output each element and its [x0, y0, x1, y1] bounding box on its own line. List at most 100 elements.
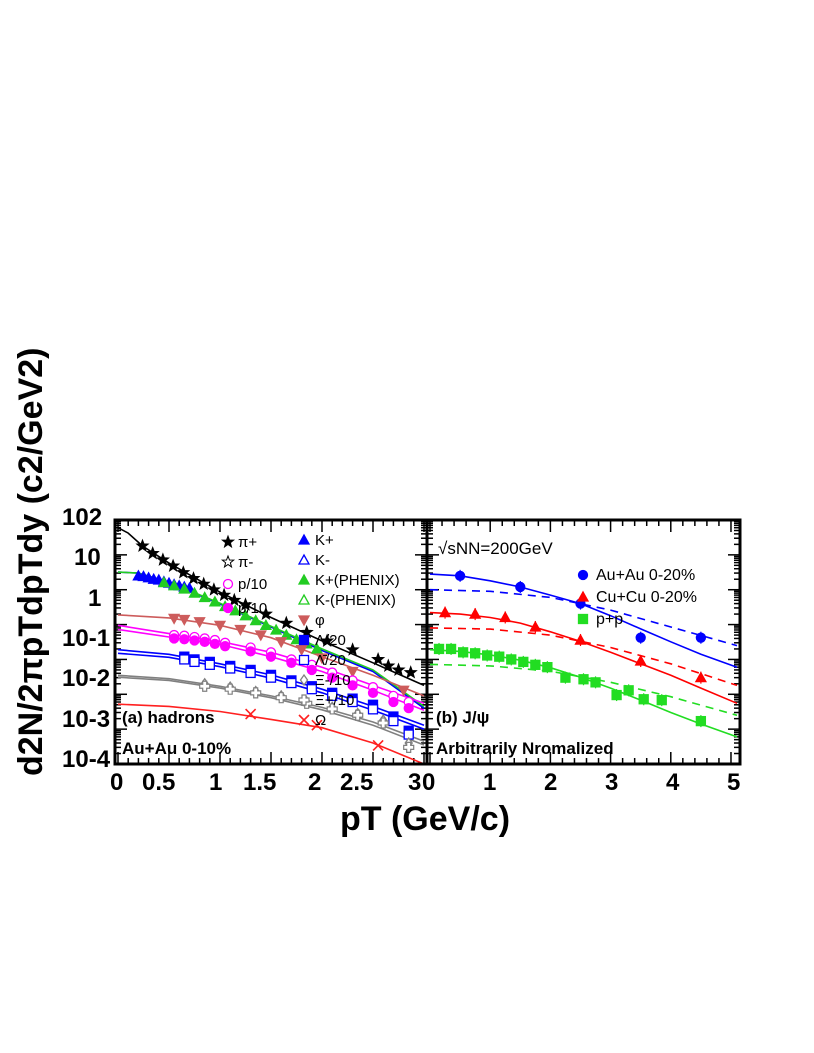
- circle-marker: [286, 657, 297, 668]
- data-point: [220, 534, 236, 549]
- x-tick-label: 0: [422, 769, 435, 796]
- star-marker: [227, 592, 242, 607]
- circle-marker: [168, 633, 180, 644]
- data-point: [204, 659, 215, 670]
- square-marker: [623, 685, 634, 696]
- data-point: [199, 636, 210, 647]
- square-marker: [179, 654, 190, 665]
- data-point: [298, 714, 310, 726]
- square-marker: [494, 651, 505, 662]
- data-point: [311, 719, 323, 731]
- data-point: [224, 683, 236, 695]
- data-point: [298, 654, 310, 666]
- data-point: [189, 635, 200, 646]
- square-marker: [457, 647, 469, 658]
- data-point: [388, 715, 399, 727]
- legend-label: Cu+Cu 0-20%: [596, 589, 697, 606]
- data-point: [297, 573, 311, 585]
- x-tick-label: 1.5: [243, 769, 276, 796]
- star-marker: [381, 658, 396, 672]
- legend-label: p/10: [238, 576, 267, 593]
- data-point: [275, 692, 287, 704]
- data-point: [367, 687, 379, 698]
- legend-label: Λ̄/20: [315, 652, 346, 669]
- data-point: [352, 709, 364, 721]
- triangle-marker: [694, 671, 707, 683]
- data-point: [280, 628, 293, 640]
- data-point: [469, 648, 481, 659]
- x-marker: [372, 739, 384, 752]
- square-marker: [518, 656, 529, 668]
- data-point: [234, 624, 247, 636]
- data-point: [327, 690, 338, 702]
- data-point: [391, 662, 406, 676]
- cross-marker: [224, 683, 236, 695]
- data-point: [320, 633, 335, 647]
- data-point: [299, 673, 309, 687]
- data-point: [577, 613, 589, 625]
- data-point: [275, 637, 288, 649]
- square-marker: [656, 694, 667, 706]
- data-point: [574, 633, 587, 645]
- legend-label: p+p: [596, 611, 623, 628]
- legend-label: Ξ+/10: [315, 692, 354, 709]
- circle-marker: [199, 636, 210, 647]
- triangle-marker: [297, 553, 311, 565]
- data-point: [295, 645, 308, 657]
- data-point: [199, 680, 211, 692]
- data-point: [403, 665, 418, 679]
- square-marker: [347, 696, 358, 708]
- data-point: [254, 630, 267, 642]
- y-tick-label: 102: [62, 504, 102, 531]
- data-point: [213, 620, 227, 632]
- data-point: [310, 642, 324, 654]
- x-tick-label: 1: [209, 769, 222, 796]
- data-point: [506, 654, 517, 665]
- square-marker: [189, 656, 200, 668]
- data-point: [208, 595, 222, 607]
- data-point: [238, 597, 253, 611]
- data-point: [286, 657, 297, 668]
- data-point: [279, 615, 294, 630]
- legend-label: K-: [315, 552, 330, 569]
- data-point: [469, 607, 482, 619]
- data-point: [245, 646, 256, 657]
- legend-label: Ξ-/10: [315, 672, 351, 689]
- fit-curve: [117, 526, 425, 687]
- data-point: [135, 538, 150, 552]
- data-point: [179, 654, 190, 665]
- system-label-b: Arbitrarily Nromalized: [436, 739, 614, 758]
- circle-marker: [577, 569, 589, 581]
- data-point: [145, 545, 160, 560]
- square-marker: [298, 634, 310, 646]
- cross-marker: [326, 703, 338, 715]
- x-marker: [298, 714, 310, 726]
- triangle-marker: [208, 595, 222, 607]
- star-marker: [391, 662, 406, 676]
- x-tick-labels-right: 0 1 2 3 4 5: [422, 769, 740, 796]
- x-tick-label: 2.5: [340, 769, 373, 796]
- triangle-down-marker: [397, 685, 410, 697]
- triangle-marker: [280, 628, 293, 640]
- triangle-down-marker: [167, 613, 181, 625]
- data-point: [217, 587, 232, 602]
- circle-marker: [635, 632, 646, 643]
- circle-marker: [367, 687, 379, 698]
- square-marker: [265, 672, 277, 683]
- data-point: [695, 632, 707, 643]
- data-point: [265, 672, 277, 683]
- star-marker: [217, 587, 232, 602]
- x-axis-title: pT (GeV/c): [340, 800, 510, 838]
- fit-curve: [429, 663, 738, 717]
- data-point: [327, 672, 338, 683]
- triangle-down-marker: [213, 620, 227, 632]
- square-marker: [433, 643, 445, 655]
- data-point: [372, 739, 384, 752]
- data-point: [227, 592, 242, 607]
- star-marker: [176, 565, 191, 579]
- diamond-marker: [299, 673, 309, 687]
- data-point: [179, 634, 190, 645]
- data-point: [433, 643, 445, 655]
- circle-marker: [189, 635, 200, 646]
